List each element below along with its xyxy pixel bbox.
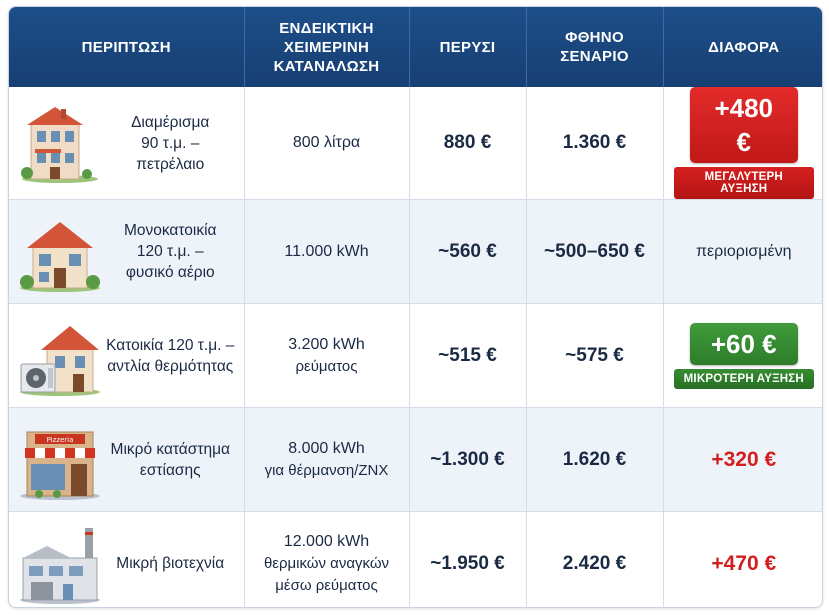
case-cell: Μικρή βιοτεχνία: [9, 512, 244, 607]
difference-cell: +470 €: [663, 511, 822, 607]
last-year-cell: ~1.950 €: [409, 511, 527, 607]
difference-cell: περιορισμένη: [663, 199, 822, 304]
header-consumption: ΕΝΔΕΙΚΤΙΚΗ ΧΕΙΜΕΡΙΝΗ ΚΑΤΑΝΑΛΩΣΗ: [244, 7, 410, 87]
cheap-scenario-cell: 1.360 €: [526, 87, 664, 200]
table-row: Διαμέρισμα 90 τ.μ. – πετρέλαιο 800 λίτρα…: [9, 87, 822, 200]
consumption-cell: 8.000 kWh για θέρμανση/ΖΝΧ: [244, 407, 410, 512]
detached-house-icon: [20, 221, 100, 292]
difference-tag: ΜΕΓΑΛΥΤΕΡΗ ΑΥΞΗΣΗ: [673, 167, 814, 199]
table-row: Pizzeria Μικρό κατάστημα εστίασης: [9, 407, 822, 512]
consumption-cell: 3.200 kWh ρεύματος: [244, 303, 410, 408]
shop-sign-text: Pizzeria: [47, 436, 74, 444]
header-consumption-line-3: ΚΑΤΑΝΑΛΩΣΗ: [273, 57, 380, 75]
last-year-cell: ~1.300 €: [409, 407, 527, 512]
header-consumption-line-1: ΕΝΔΕΙΚΤΙΚΗ: [279, 19, 374, 37]
cheap-scenario-cell: 1.620 €: [526, 407, 664, 512]
difference-badge-green: +60 € ΜΙΚΡΟΤΕΡΗ ΑΥΞΗΣΗ: [673, 322, 814, 389]
header-cheap-line-1: ΦΘΗΝΟ: [565, 29, 624, 46]
difference-badge-red: +480 € ΜΕΓΑΛΥΤΕΡΗ ΑΥΞΗΣΗ: [673, 87, 814, 199]
difference-cell: +320 €: [663, 407, 822, 512]
consumption-cell: 800 λίτρα: [244, 87, 410, 200]
case-cell: Κατοικία 120 τ.μ. – αντλία θερμότητας: [9, 304, 244, 407]
difference-value: +60 €: [689, 322, 798, 365]
case-cell: Pizzeria Μικρό κατάστημα εστίασης: [9, 408, 244, 511]
cheap-scenario-cell: 2.420 €: [526, 511, 664, 607]
consumption-cell: 11.000 kWh: [244, 199, 410, 304]
shop-storefront-icon: Pizzeria: [20, 431, 100, 500]
table-row: Μικρή βιοτεχνία 12.000 kWh θερμικών αναγ…: [9, 511, 822, 607]
last-year-cell: 880 €: [409, 87, 527, 200]
case-label: Διαμέρισμα 90 τ.μ. – πετρέλαιο: [131, 113, 210, 173]
factory-icon: [20, 527, 100, 604]
last-year-cell: ~515 €: [409, 303, 527, 408]
case-label: Κατοικία 120 τ.μ. – αντλία θερμότητας: [106, 336, 235, 375]
cheap-scenario-cell: ~575 €: [526, 303, 664, 408]
table-row: Κατοικία 120 τ.μ. – αντλία θερμότητας 3.…: [9, 303, 822, 408]
header-case: ΠΕΡΙΠΤΩΣΗ: [9, 7, 245, 87]
case-label: Μικρή βιοτεχνία: [116, 555, 225, 573]
header-consumption-line-2: ΧΕΙΜΕΡΙΝΗ: [283, 38, 370, 56]
difference-cell: +60 € ΜΙΚΡΟΤΕΡΗ ΑΥΞΗΣΗ: [663, 303, 822, 408]
case-label: Μονοκατοικία 120 τ.μ. – φυσικό αέριο: [123, 222, 217, 281]
header-cheap-scenario: ΦΘΗΝΟ ΣΕΝΑΡΙΟ: [526, 7, 664, 87]
house-heat-pump-icon: [20, 325, 100, 396]
comparison-table-card: ΠΕΡΙΠΤΩΣΗ ΕΝΔΕΙΚΤΙΚΗ ΧΕΙΜΕΡΙΝΗ ΚΑΤΑΝΑΛΩΣ…: [8, 6, 823, 608]
consumption-cell: 12.000 kWh θερμικών αναγκών μέσω ρεύματο…: [244, 511, 410, 607]
header-cheap-line-2: ΣΕΝΑΡΙΟ: [560, 48, 629, 65]
header-last-year: ΠΕΡΥΣΙ: [409, 7, 527, 87]
table-header-row: ΠΕΡΙΠΤΩΣΗ ΕΝΔΕΙΚΤΙΚΗ ΧΕΙΜΕΡΙΝΗ ΚΑΤΑΝΑΛΩΣ…: [9, 7, 822, 87]
last-year-cell: ~560 €: [409, 199, 527, 304]
difference-cell: +480 € ΜΕΓΑΛΥΤΕΡΗ ΑΥΞΗΣΗ: [663, 87, 822, 200]
difference-value: +480 €: [689, 87, 798, 163]
case-cell: Μονοκατοικία 120 τ.μ. – φυσικό αέριο: [9, 200, 244, 303]
case-cell: Διαμέρισμα 90 τ.μ. – πετρέλαιο: [9, 87, 244, 199]
cheap-scenario-cell: ~500–650 €: [526, 199, 664, 304]
case-label: Μικρό κατάστημα εστίασης: [110, 440, 230, 479]
difference-tag: ΜΙΚΡΟΤΕΡΗ ΑΥΞΗΣΗ: [673, 368, 814, 389]
table-row: Μονοκατοικία 120 τ.μ. – φυσικό αέριο 11.…: [9, 199, 822, 304]
heating-cost-table: ΠΕΡΙΠΤΩΣΗ ΕΝΔΕΙΚΤΙΚΗ ΧΕΙΜΕΡΙΝΗ ΚΑΤΑΝΑΛΩΣ…: [9, 7, 822, 607]
apartment-building-icon: [21, 107, 98, 183]
header-difference: ΔΙΑΦΟΡΑ: [663, 7, 822, 87]
